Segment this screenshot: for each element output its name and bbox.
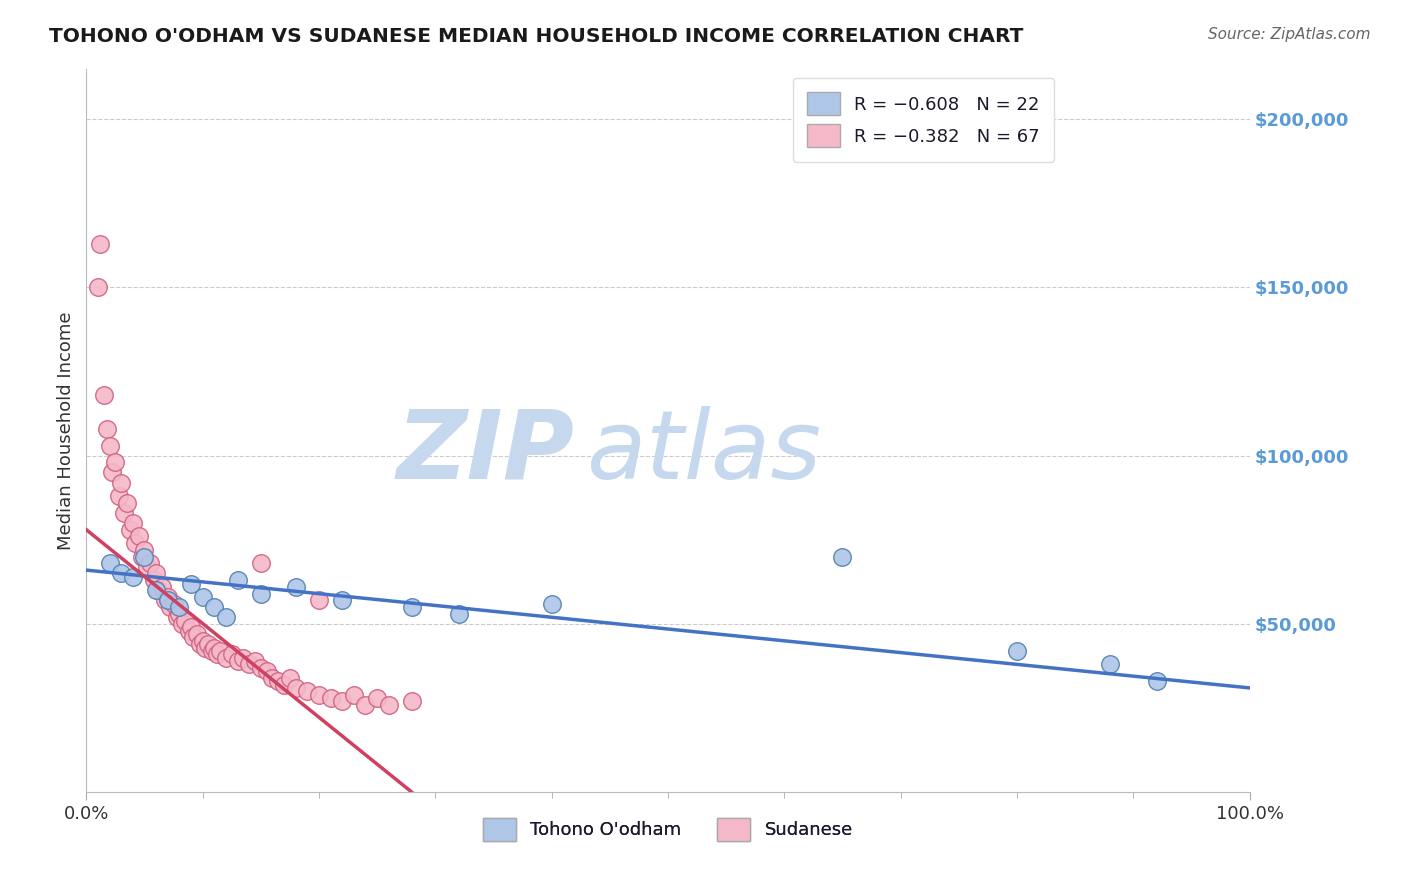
Point xyxy=(110,475,132,490)
Point xyxy=(297,684,319,698)
Point xyxy=(131,549,153,564)
Point xyxy=(180,576,202,591)
Point xyxy=(226,573,249,587)
Point xyxy=(134,549,156,564)
Point xyxy=(278,671,301,685)
Point xyxy=(238,657,260,672)
Point xyxy=(98,557,121,571)
Point xyxy=(191,590,214,604)
Point xyxy=(202,600,225,615)
Point xyxy=(142,573,165,587)
Point xyxy=(330,694,353,708)
Point xyxy=(330,593,353,607)
Point xyxy=(145,566,167,581)
Point xyxy=(308,593,330,607)
Text: ZIP: ZIP xyxy=(396,406,575,499)
Point xyxy=(232,650,254,665)
Point xyxy=(110,566,132,581)
Point xyxy=(256,664,278,678)
Point xyxy=(262,671,284,685)
Point xyxy=(112,506,135,520)
Point xyxy=(169,600,191,615)
Y-axis label: Median Household Income: Median Household Income xyxy=(58,311,75,549)
Point xyxy=(89,236,111,251)
Point xyxy=(273,677,295,691)
Point xyxy=(93,388,115,402)
Point xyxy=(205,647,228,661)
Legend: Tohono O'odham, Sudanese: Tohono O'odham, Sudanese xyxy=(477,811,860,848)
Point xyxy=(169,607,191,621)
Point xyxy=(121,516,143,530)
Point xyxy=(284,580,307,594)
Point xyxy=(156,590,179,604)
Point xyxy=(249,557,271,571)
Point xyxy=(121,570,143,584)
Point xyxy=(135,559,157,574)
Point xyxy=(162,597,184,611)
Point xyxy=(202,640,225,655)
Point xyxy=(166,610,188,624)
Point xyxy=(177,624,200,638)
Text: Source: ZipAtlas.com: Source: ZipAtlas.com xyxy=(1208,27,1371,42)
Point xyxy=(115,496,138,510)
Point xyxy=(267,674,290,689)
Point xyxy=(170,617,193,632)
Point xyxy=(108,489,131,503)
Point xyxy=(180,620,202,634)
Point xyxy=(191,633,214,648)
Point xyxy=(96,422,118,436)
Point xyxy=(124,536,146,550)
Point xyxy=(1098,657,1121,672)
Point xyxy=(401,694,423,708)
Text: TOHONO O'ODHAM VS SUDANESE MEDIAN HOUSEHOLD INCOME CORRELATION CHART: TOHONO O'ODHAM VS SUDANESE MEDIAN HOUSEH… xyxy=(49,27,1024,45)
Point xyxy=(155,593,177,607)
Point xyxy=(1146,674,1168,689)
Point xyxy=(201,644,224,658)
Point xyxy=(87,280,110,294)
Point xyxy=(447,607,470,621)
Point xyxy=(209,644,232,658)
Point xyxy=(156,593,179,607)
Point xyxy=(354,698,377,712)
Point xyxy=(120,523,142,537)
Point xyxy=(174,614,197,628)
Point xyxy=(366,691,388,706)
Point xyxy=(401,600,423,615)
Point xyxy=(215,650,238,665)
Point xyxy=(181,631,204,645)
Point xyxy=(249,587,271,601)
Point xyxy=(197,637,219,651)
Point xyxy=(308,688,330,702)
Point xyxy=(249,661,271,675)
Point xyxy=(215,610,238,624)
Point xyxy=(343,688,366,702)
Point xyxy=(148,583,170,598)
Point xyxy=(188,637,211,651)
Point xyxy=(104,455,127,469)
Point xyxy=(1005,644,1028,658)
Point xyxy=(221,647,243,661)
Point xyxy=(226,654,249,668)
Point xyxy=(134,542,156,557)
Point xyxy=(186,627,208,641)
Point xyxy=(319,691,342,706)
Point xyxy=(540,597,562,611)
Point xyxy=(194,640,217,655)
Point xyxy=(101,466,124,480)
Point xyxy=(831,549,853,564)
Point xyxy=(98,438,121,452)
Point xyxy=(377,698,399,712)
Point xyxy=(284,681,307,695)
Point xyxy=(150,580,173,594)
Point xyxy=(145,583,167,598)
Point xyxy=(128,529,150,543)
Text: atlas: atlas xyxy=(586,406,821,499)
Point xyxy=(243,654,266,668)
Point xyxy=(159,600,181,615)
Point xyxy=(139,557,162,571)
